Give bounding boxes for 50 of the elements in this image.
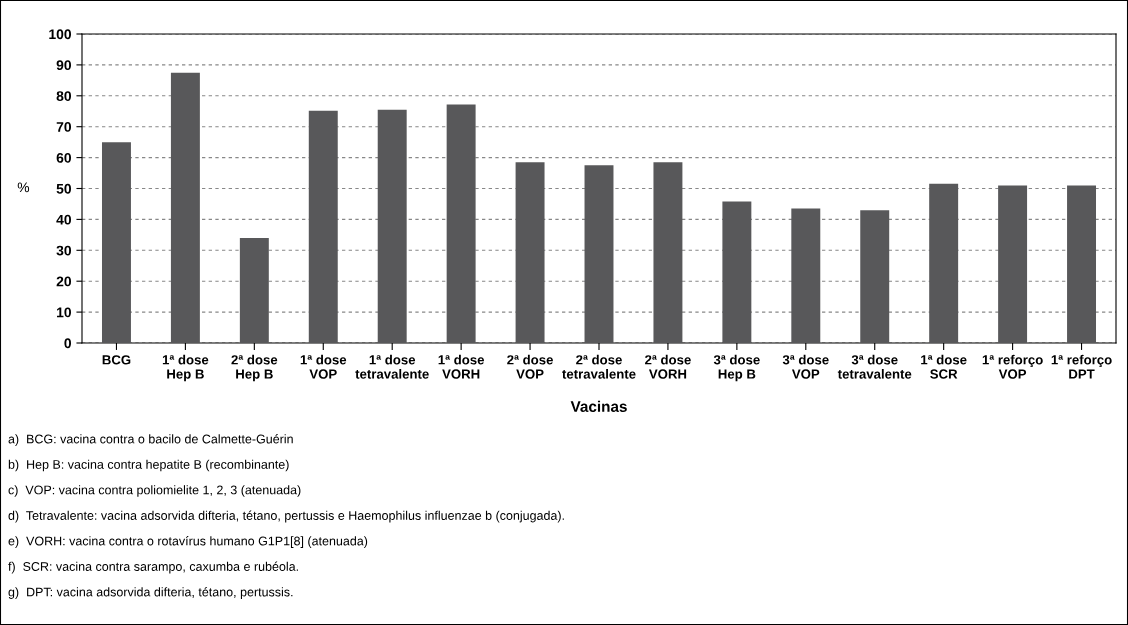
x-tick-label: 2ª dose Hep B	[231, 354, 278, 382]
bar	[653, 162, 683, 343]
y-tick-label: 20	[56, 276, 72, 287]
text: e) VORH: vacina contra o rotavírus humano G1P1[8] (atenuada)	[8, 536, 368, 548]
text: c) VOP: vacina contra poliomielite 1, 2, 3 (atenuada)	[8, 485, 301, 497]
x-tick-label: 1ª dose Hep B	[162, 354, 209, 382]
bar	[239, 237, 269, 343]
bar	[515, 162, 545, 343]
x-tick-label: 1ª dose tetravalente	[355, 354, 429, 379]
y-tick-label: 40	[56, 214, 72, 225]
y-tick-label: 80	[56, 91, 72, 101]
y-tick-label: 30	[56, 245, 72, 256]
x-tick-label: 3ª dose VOP	[782, 354, 829, 379]
x-axis-title: Vacinas	[570, 400, 627, 412]
bar	[1067, 185, 1097, 343]
y-tick-label: 90	[56, 60, 72, 71]
bar	[446, 104, 476, 343]
y-tick-label: 10	[57, 307, 72, 318]
y-tick-label: 0	[64, 338, 72, 349]
x-tick-label: 1ª dose SCR	[921, 354, 967, 379]
bar	[722, 201, 752, 343]
y-axis-title: %	[17, 182, 30, 193]
text: f) SCR: vacina contra sarampo, caxumba e rubéola.	[8, 561, 298, 574]
text: a) BCG: vacina contra o bacilo de Calmette-Guérin	[8, 434, 293, 446]
y-tick-label: 70	[56, 122, 72, 132]
bar	[377, 109, 407, 343]
x-tick-label: 1ª reforço VOP	[982, 354, 1043, 379]
bar	[929, 183, 959, 343]
text: g) DPT: vacina adsorvida difteria, tétano, pertussis.	[8, 587, 293, 599]
bar	[998, 185, 1028, 343]
bar	[308, 110, 338, 343]
x-tick-label: 2ª dose VORH	[645, 354, 691, 379]
x-tick-label: 1ª dose VOP	[300, 354, 347, 379]
text: d) Tetravalente: vacina adsorvida difteria, tétano, pertussis e Haemophilus influenzae b (conjugada).	[8, 510, 564, 523]
x-tick-label: 3ª dose tetravalente	[837, 354, 912, 379]
x-tick-label: 1ª dose VORH	[438, 354, 485, 379]
text: b) Hep B: vacina contra hepatite B (recombinante)	[8, 459, 289, 472]
bar	[170, 72, 200, 343]
bar	[584, 165, 614, 343]
bar	[791, 208, 821, 343]
y-tick-label: 60	[56, 152, 72, 163]
x-tick-label: 2ª dose VOP	[507, 354, 553, 379]
bar	[101, 142, 131, 343]
y-tick-label: 100	[49, 29, 72, 40]
x-tick-label: 3ª dose Hep B	[713, 354, 760, 382]
x-tick-label: BCG	[102, 355, 131, 365]
bar	[860, 210, 890, 343]
y-tick-label: 50	[56, 183, 72, 194]
x-tick-label: 2ª dose tetravalente	[562, 354, 636, 379]
x-tick-label: 1ª reforço DPT	[1051, 354, 1112, 379]
